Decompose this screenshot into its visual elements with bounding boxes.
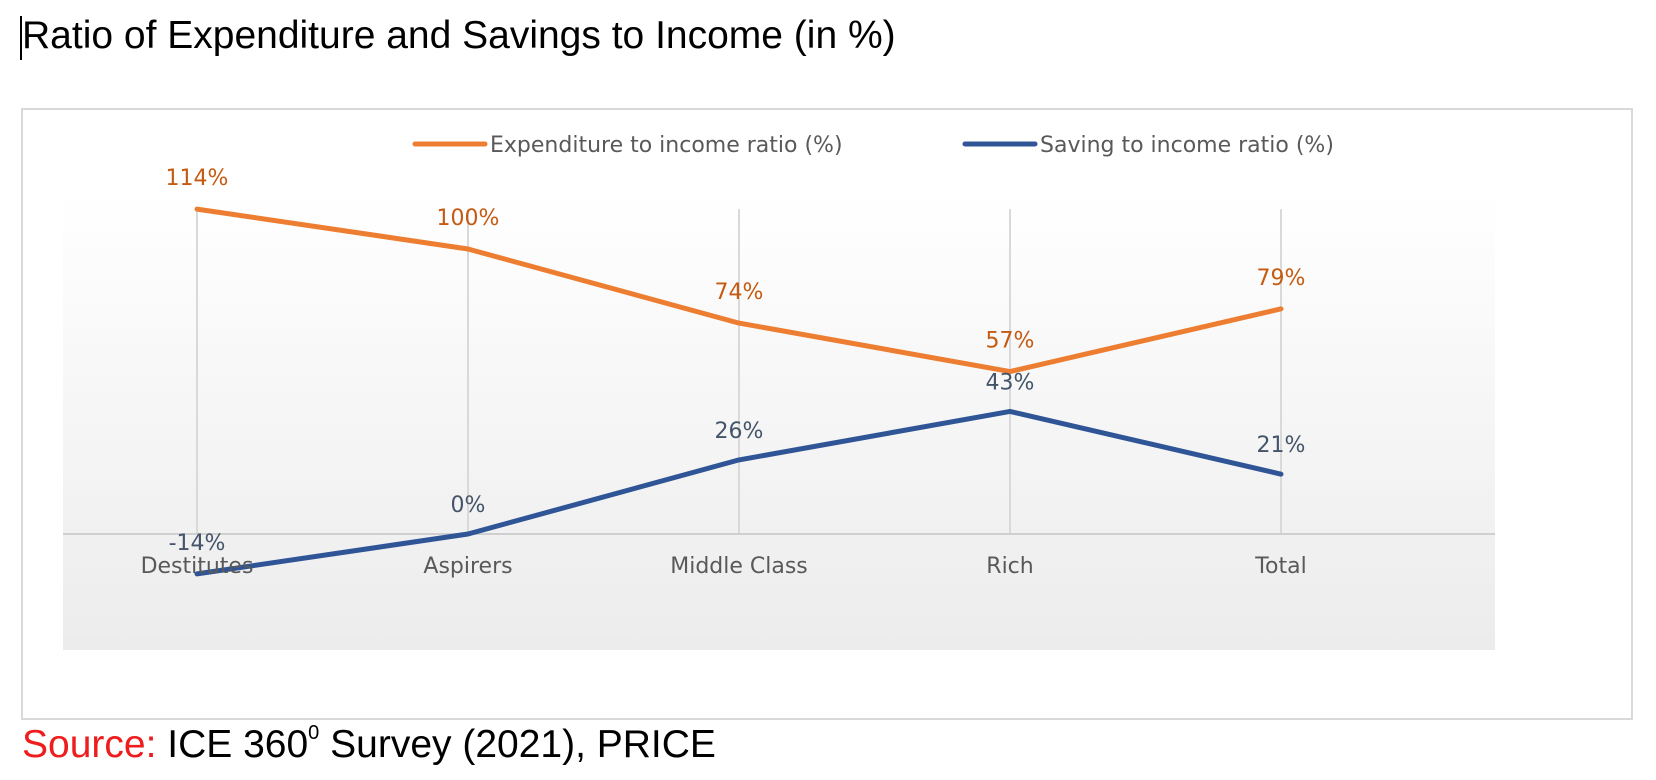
saving-series-line <box>194 408 1284 577</box>
source-label: Source: <box>22 723 157 766</box>
chart-frame: Expenditure to income ratio (%) Saving to… <box>21 108 1633 720</box>
source-line: Source: ICE 3600 Survey (2021), PRICE <box>22 722 716 767</box>
saving-data-label: 0% <box>451 493 486 518</box>
legend-item-expenditure: Expenditure to income ratio (%) <box>412 133 843 158</box>
expenditure-data-label: 114% <box>166 166 229 191</box>
source-superscript: 0 <box>308 722 320 744</box>
expenditure-data-label: 79% <box>1257 266 1306 291</box>
category-label: Rich <box>986 554 1033 579</box>
legend-label: Saving to income ratio (%) <box>1040 133 1334 158</box>
category-label: Destitutes <box>141 554 254 579</box>
category-label: Middle Class <box>670 554 808 579</box>
expenditure-data-label: 57% <box>986 329 1035 354</box>
legend-label: Expenditure to income ratio (%) <box>490 133 843 158</box>
plot-area <box>63 192 1495 650</box>
text-cursor <box>20 16 22 60</box>
expenditure-series-line <box>194 206 1284 375</box>
line-chart: Expenditure to income ratio (%) Saving to… <box>63 133 1495 650</box>
saving-data-label: 21% <box>1257 433 1306 458</box>
saving-data-label: 26% <box>715 419 764 444</box>
saving-data-label: 43% <box>986 370 1035 395</box>
legend-item-saving: Saving to income ratio (%) <box>962 133 1334 158</box>
expenditure-data-label: 74% <box>715 280 764 305</box>
source-text-after: Survey (2021), PRICE <box>319 723 716 766</box>
category-label: Aspirers <box>423 554 512 579</box>
source-text-before: ICE 360 <box>156 723 309 766</box>
expenditure-data-label: 100% <box>437 206 500 231</box>
page-title: Ratio of Expenditure and Savings to Inco… <box>22 14 896 57</box>
category-label: Total <box>1254 554 1306 579</box>
saving-data-label: -14% <box>169 531 226 556</box>
